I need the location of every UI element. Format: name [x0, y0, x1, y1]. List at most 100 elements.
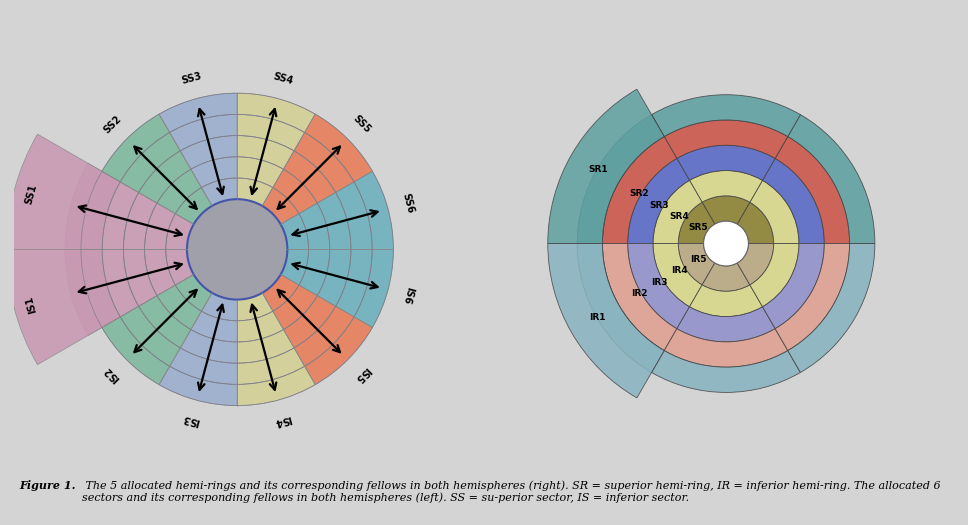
- Wedge shape: [65, 249, 138, 335]
- Text: IR2: IR2: [631, 289, 648, 298]
- Wedge shape: [354, 171, 393, 249]
- Wedge shape: [653, 244, 702, 307]
- Wedge shape: [262, 187, 299, 224]
- Wedge shape: [284, 151, 336, 203]
- Wedge shape: [651, 94, 801, 136]
- Wedge shape: [138, 151, 191, 203]
- Text: IS6: IS6: [401, 286, 415, 305]
- Text: IR3: IR3: [651, 278, 668, 287]
- Wedge shape: [169, 114, 237, 151]
- Wedge shape: [548, 89, 664, 244]
- Wedge shape: [144, 249, 175, 296]
- Text: SS4: SS4: [272, 71, 294, 86]
- Wedge shape: [702, 263, 750, 291]
- Wedge shape: [7, 249, 120, 365]
- Wedge shape: [7, 134, 120, 249]
- Wedge shape: [689, 171, 763, 202]
- Text: IS1: IS1: [23, 295, 38, 314]
- Wedge shape: [577, 244, 664, 372]
- Wedge shape: [318, 193, 351, 249]
- Wedge shape: [299, 249, 330, 296]
- Wedge shape: [354, 249, 393, 328]
- Text: Figure 1.: Figure 1.: [19, 480, 76, 491]
- Text: SS6: SS6: [401, 192, 415, 215]
- Wedge shape: [138, 296, 191, 348]
- Wedge shape: [123, 249, 157, 306]
- Wedge shape: [702, 196, 750, 224]
- Text: IS3: IS3: [182, 413, 201, 427]
- Wedge shape: [159, 366, 237, 405]
- Wedge shape: [679, 202, 714, 244]
- Wedge shape: [120, 306, 180, 366]
- Wedge shape: [237, 330, 294, 363]
- Wedge shape: [237, 157, 284, 187]
- Text: IS5: IS5: [352, 364, 372, 384]
- Text: IR1: IR1: [590, 313, 606, 322]
- Wedge shape: [679, 244, 714, 285]
- Text: The 5 allocated hemi-rings and its corresponding fellows in both hemispheres (ri: The 5 allocated hemi-rings and its corre…: [82, 480, 941, 503]
- Wedge shape: [664, 120, 788, 159]
- Wedge shape: [237, 114, 305, 151]
- Wedge shape: [201, 293, 237, 321]
- Wedge shape: [677, 307, 775, 342]
- Wedge shape: [763, 244, 825, 329]
- Wedge shape: [336, 182, 372, 249]
- Wedge shape: [237, 348, 305, 384]
- Wedge shape: [159, 93, 237, 132]
- Wedge shape: [299, 203, 330, 249]
- Wedge shape: [65, 163, 138, 249]
- Wedge shape: [120, 132, 180, 193]
- Wedge shape: [627, 159, 689, 244]
- Wedge shape: [738, 202, 773, 244]
- Wedge shape: [237, 93, 316, 132]
- Wedge shape: [750, 244, 799, 307]
- Wedge shape: [738, 244, 773, 285]
- Text: IS4: IS4: [273, 413, 292, 427]
- Text: SS5: SS5: [351, 113, 373, 135]
- Wedge shape: [548, 244, 664, 398]
- Wedge shape: [175, 275, 212, 311]
- Circle shape: [704, 221, 748, 266]
- Wedge shape: [750, 181, 799, 244]
- Text: SS3: SS3: [180, 71, 202, 86]
- Wedge shape: [305, 114, 373, 182]
- Wedge shape: [169, 348, 237, 384]
- Wedge shape: [294, 306, 354, 366]
- Wedge shape: [689, 285, 763, 317]
- Wedge shape: [281, 214, 309, 249]
- Text: SR4: SR4: [669, 212, 689, 221]
- Text: SR3: SR3: [650, 201, 669, 209]
- Wedge shape: [180, 135, 237, 169]
- Wedge shape: [677, 145, 775, 181]
- Wedge shape: [305, 317, 373, 385]
- Wedge shape: [191, 157, 237, 187]
- Circle shape: [187, 199, 287, 300]
- Text: SR1: SR1: [588, 165, 608, 174]
- Text: IR5: IR5: [690, 255, 707, 264]
- Wedge shape: [284, 296, 336, 348]
- Wedge shape: [237, 293, 273, 321]
- Wedge shape: [180, 330, 237, 363]
- Wedge shape: [237, 135, 294, 169]
- Wedge shape: [664, 329, 788, 367]
- Text: IS2: IS2: [103, 364, 122, 384]
- Wedge shape: [102, 317, 169, 385]
- Text: SS2: SS2: [102, 113, 123, 135]
- Wedge shape: [157, 285, 201, 330]
- Wedge shape: [191, 311, 237, 342]
- Wedge shape: [653, 181, 702, 244]
- Wedge shape: [788, 114, 875, 244]
- Wedge shape: [157, 169, 201, 214]
- Wedge shape: [602, 244, 677, 351]
- Wedge shape: [273, 285, 318, 330]
- Wedge shape: [788, 244, 875, 372]
- Wedge shape: [336, 249, 372, 317]
- Text: SR2: SR2: [630, 189, 650, 198]
- Wedge shape: [123, 193, 157, 249]
- Wedge shape: [237, 366, 316, 405]
- Wedge shape: [775, 136, 850, 244]
- Wedge shape: [144, 203, 175, 249]
- Text: IR4: IR4: [671, 266, 687, 275]
- Wedge shape: [318, 249, 351, 306]
- Wedge shape: [763, 159, 825, 244]
